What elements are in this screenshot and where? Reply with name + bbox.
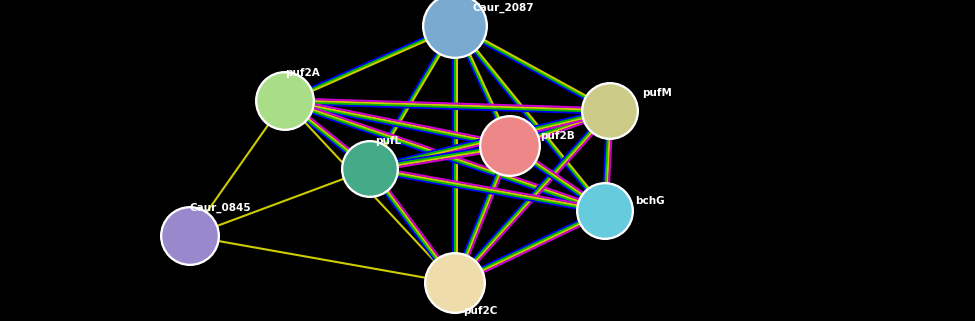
- Text: Caur_2087: Caur_2087: [473, 3, 534, 13]
- Circle shape: [581, 82, 639, 140]
- Circle shape: [258, 74, 312, 128]
- Text: puf2C: puf2C: [463, 306, 497, 316]
- Circle shape: [344, 143, 396, 195]
- Circle shape: [482, 118, 538, 174]
- Text: pufL: pufL: [375, 136, 401, 146]
- Circle shape: [422, 0, 488, 59]
- Text: puf2A: puf2A: [285, 68, 320, 78]
- Circle shape: [341, 140, 399, 198]
- Text: puf2B: puf2B: [540, 131, 574, 141]
- Circle shape: [579, 185, 631, 237]
- Circle shape: [163, 209, 217, 263]
- Text: Caur_0845: Caur_0845: [190, 203, 252, 213]
- Circle shape: [430, 1, 480, 51]
- Circle shape: [589, 90, 632, 132]
- Circle shape: [349, 148, 391, 190]
- Circle shape: [263, 79, 307, 123]
- Circle shape: [576, 182, 634, 240]
- Circle shape: [479, 115, 541, 177]
- Text: pufM: pufM: [642, 88, 672, 98]
- Circle shape: [427, 255, 483, 311]
- Text: bchG: bchG: [635, 196, 665, 206]
- Circle shape: [168, 214, 213, 258]
- Circle shape: [425, 0, 485, 56]
- Circle shape: [160, 206, 220, 266]
- Circle shape: [424, 252, 486, 314]
- Circle shape: [584, 85, 636, 137]
- Circle shape: [584, 190, 626, 232]
- Circle shape: [432, 260, 478, 306]
- Circle shape: [488, 123, 533, 169]
- Circle shape: [255, 71, 315, 131]
